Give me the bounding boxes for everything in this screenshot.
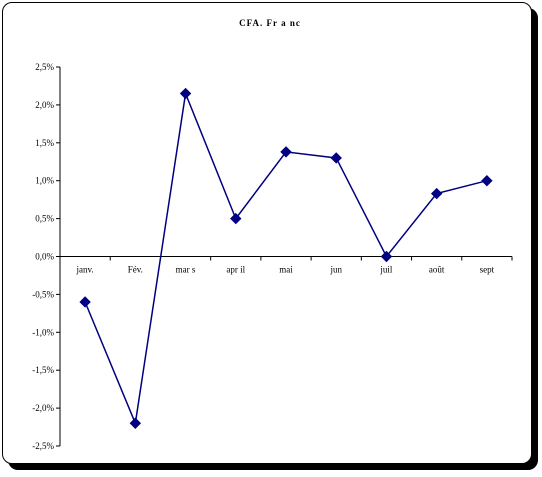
- x-tick-label: mai: [279, 265, 293, 275]
- x-tick-label: juil: [379, 265, 393, 275]
- x-tick-label: sept: [480, 265, 495, 275]
- y-tick-label: 1,5%: [35, 138, 54, 148]
- data-point-marker: [230, 212, 242, 225]
- data-point-marker: [129, 417, 142, 429]
- chart-frame: [2, 2, 532, 464]
- x-tick-label: janv.: [76, 265, 94, 275]
- x-tick-label: août: [429, 265, 445, 275]
- y-tick-label: 2,5%: [35, 62, 54, 72]
- y-tick-label: -0,5%: [32, 289, 54, 299]
- x-tick-label: Fév.: [128, 265, 143, 275]
- x-ticks: janv. Fév. mar s apr il mai jun juil août sept: [59, 256, 513, 275]
- y-tick-label: -2,5%: [32, 441, 54, 451]
- y-tick-label: -2,0%: [32, 403, 54, 413]
- x-tick-label: apr il: [226, 265, 245, 275]
- y-tick-label: 0,5%: [35, 214, 54, 224]
- x-tick-label: jun: [329, 265, 342, 275]
- data-point-marker: [430, 187, 443, 200]
- y-tick-label: -1,0%: [32, 327, 54, 337]
- data-point-marker: [330, 152, 342, 164]
- y-tick-label: 2,0%: [35, 100, 54, 110]
- y-tick-label: 1,0%: [35, 176, 54, 186]
- data-markers: [79, 87, 493, 429]
- series-line: [84, 90, 488, 427]
- data-point-marker: [481, 174, 493, 187]
- y-tick-label: 0,0%: [35, 252, 54, 262]
- data-point-marker: [179, 87, 192, 100]
- chart-title: CFA. Fr a nc: [239, 18, 301, 28]
- data-point-marker: [280, 146, 292, 158]
- data-point-marker: [79, 296, 91, 308]
- y-tick-label: -1,5%: [32, 365, 54, 375]
- x-tick-label: mar s: [176, 265, 196, 275]
- data-point-marker: [380, 250, 393, 263]
- y-ticks: 2,5% 2,0% 1,5% 1,0% 0,5% 0,0% -0,5% -1,0% -1,5% -…: [32, 62, 60, 451]
